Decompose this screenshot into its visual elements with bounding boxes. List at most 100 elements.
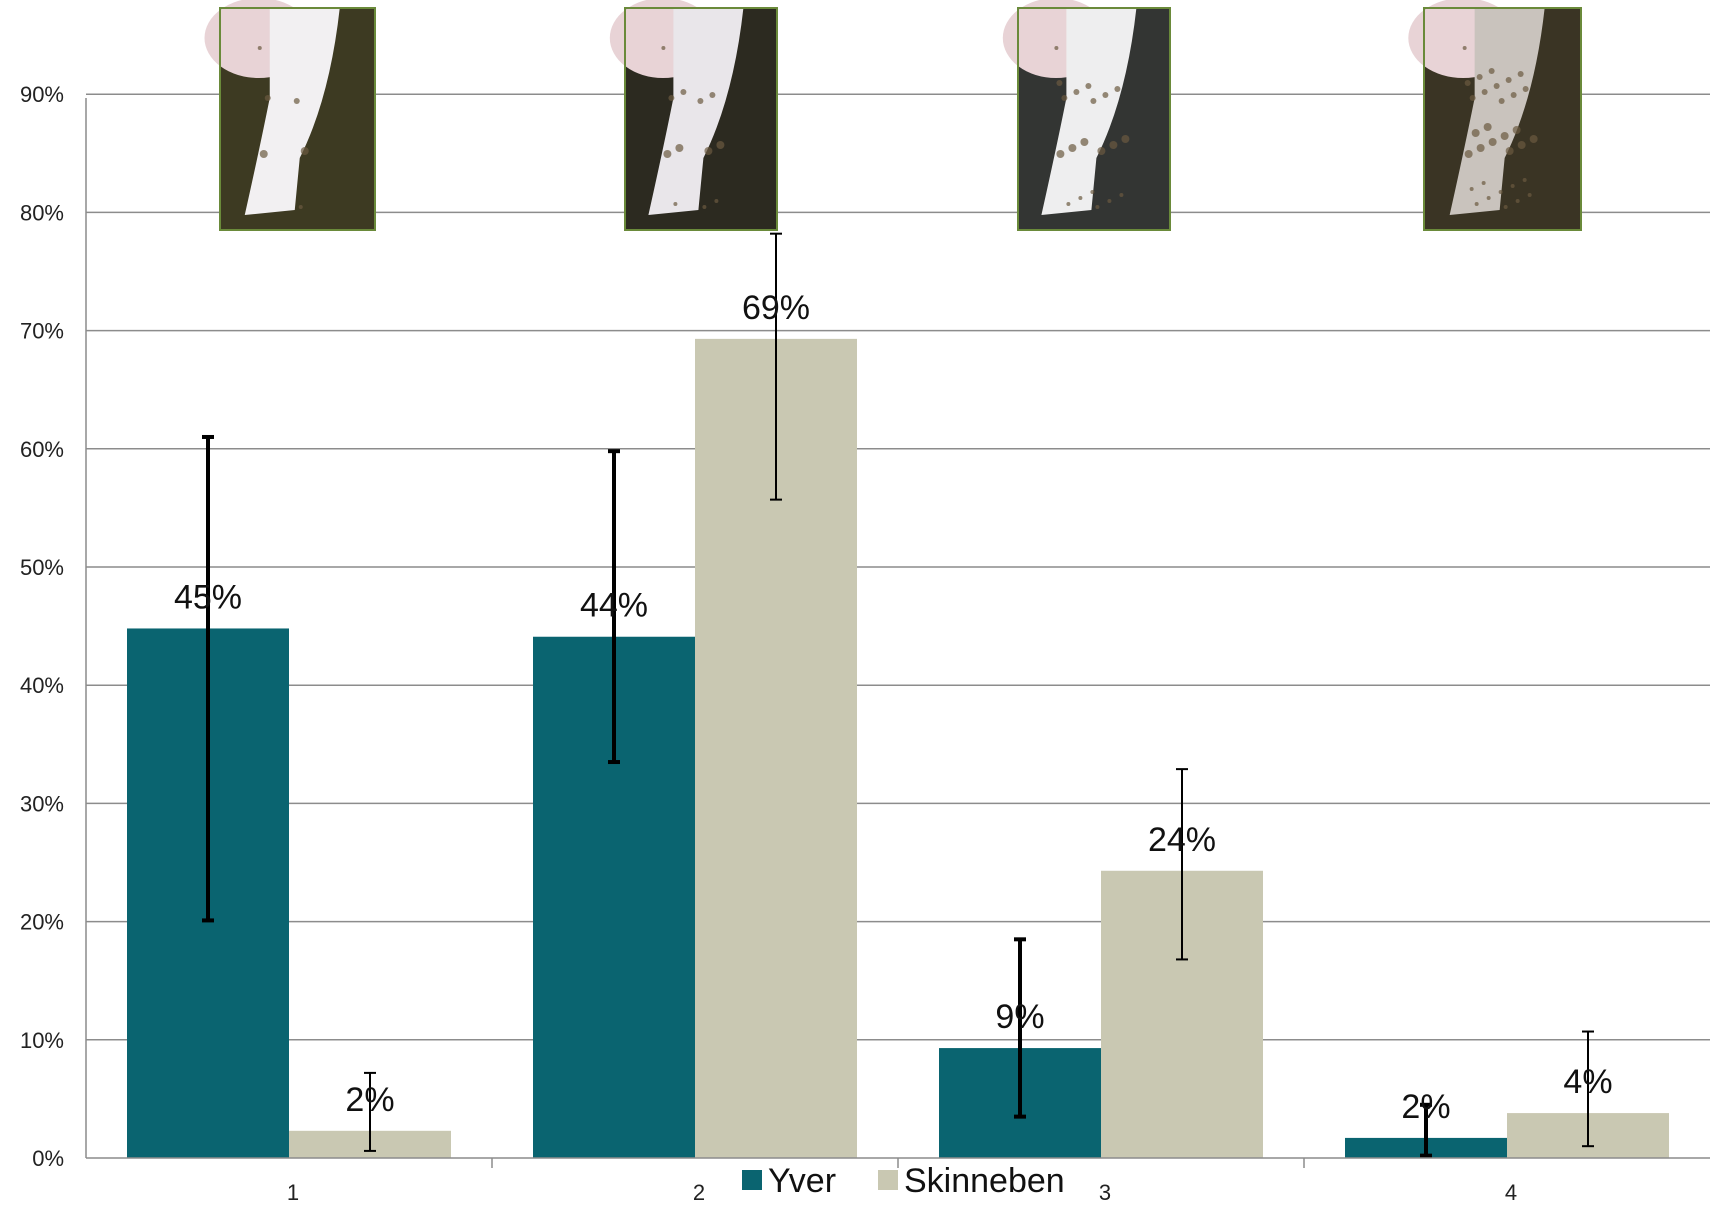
dirt-speck xyxy=(1097,147,1106,155)
dirt-speck xyxy=(663,150,672,158)
gridlines xyxy=(86,93,1710,1041)
y-tick-label: 50% xyxy=(20,555,64,580)
dirt-speck xyxy=(675,144,684,152)
data-label-yver-3: 9% xyxy=(995,998,1044,1036)
cow-leg-very-dirty-photo xyxy=(1408,0,1582,231)
dirt-speck xyxy=(293,98,300,104)
data-label-skinneben-3: 24% xyxy=(1148,821,1216,859)
cow-leg-slightly-dirty-photo xyxy=(609,0,778,231)
dirt-speck xyxy=(1471,129,1480,137)
leg-shape xyxy=(1449,8,1545,215)
cow-leg-dirty-photo xyxy=(1002,0,1171,231)
dirt-speck xyxy=(714,199,719,203)
data-label-yver-1: 45% xyxy=(174,578,242,616)
data-label-yver-2: 44% xyxy=(580,587,648,625)
dirt-speck xyxy=(1527,193,1532,197)
cow-leg-clean-photo xyxy=(204,0,376,231)
dirt-speck xyxy=(1529,135,1538,143)
dirt-speck xyxy=(1080,138,1089,146)
dirt-speck xyxy=(1483,123,1492,131)
dirt-speck xyxy=(1474,202,1479,206)
dirt-speck xyxy=(1476,74,1483,80)
dirt-speck xyxy=(1068,144,1077,152)
dirt-speck xyxy=(1121,135,1130,143)
dirt-speck xyxy=(259,150,268,158)
dirt-speck xyxy=(1066,202,1071,206)
dirt-speck xyxy=(1078,196,1083,200)
legend[interactable]: Yver Skinneben xyxy=(742,1162,1065,1200)
dirt-speck xyxy=(1056,150,1065,158)
dirt-speck xyxy=(1107,199,1112,203)
dirt-speck xyxy=(1464,80,1471,86)
dirt-speck xyxy=(1522,86,1529,92)
dirt-speck xyxy=(1469,187,1474,191)
dirt-speck xyxy=(1090,190,1095,194)
dirt-speck xyxy=(1505,147,1514,155)
dirt-speck xyxy=(702,205,707,209)
data-label-skinneben-4: 4% xyxy=(1563,1063,1612,1101)
y-tick-label: 10% xyxy=(20,1028,64,1053)
dirt-speck xyxy=(1481,181,1486,185)
dirt-speck xyxy=(1464,150,1473,158)
dirt-speck xyxy=(1476,144,1485,152)
dirt-speck xyxy=(668,95,675,101)
dirt-speck xyxy=(1488,68,1495,74)
dirt-speck xyxy=(298,205,303,209)
dirt-speck xyxy=(257,46,262,50)
dirt-speck xyxy=(1056,80,1063,86)
data-label-yver-4: 2% xyxy=(1401,1088,1450,1126)
photo-frame xyxy=(1017,7,1171,231)
data-label-skinneben-1: 2% xyxy=(345,1081,394,1119)
y-tick-label: 0% xyxy=(32,1146,64,1171)
legend-swatch-yver xyxy=(742,1170,762,1190)
dirt-speck xyxy=(1515,199,1520,203)
dirt-speck xyxy=(1510,92,1517,98)
dirt-speck xyxy=(1469,95,1476,101)
data-label-skinneben-2: 69% xyxy=(742,289,810,327)
x-tick-label: 2 xyxy=(693,1180,705,1205)
photo-frame xyxy=(624,7,778,231)
photo-frame xyxy=(219,7,376,231)
dirt-speck xyxy=(1500,132,1509,140)
dirt-speck xyxy=(673,202,678,206)
dirt-speck xyxy=(1095,205,1100,209)
legend-swatch-skinneben xyxy=(878,1170,898,1190)
dirt-speck xyxy=(1109,141,1118,149)
dirt-speck xyxy=(1085,83,1092,89)
dirt-speck xyxy=(1505,77,1512,83)
dirt-speck xyxy=(661,46,666,50)
dirt-speck xyxy=(1498,190,1503,194)
data-labels: 45% 2% 44% 69% 9% 24% 2% 4% xyxy=(174,289,1613,1126)
dirt-speck xyxy=(709,92,716,98)
x-tick-label: 3 xyxy=(1099,1180,1111,1205)
dirt-speck xyxy=(1114,86,1121,92)
y-tick-label: 60% xyxy=(20,437,64,462)
leg-shape xyxy=(244,8,340,215)
y-tick-label: 70% xyxy=(20,319,64,344)
dirt-speck xyxy=(1498,98,1505,104)
dirt-speck xyxy=(1512,126,1521,134)
y-tick-label: 20% xyxy=(20,910,64,935)
photo-frame xyxy=(1423,7,1582,231)
dirt-speck xyxy=(1054,46,1059,50)
bars xyxy=(127,338,1669,1158)
error-bars xyxy=(202,232,1594,1158)
y-tick-label: 30% xyxy=(20,791,64,816)
dirt-speck xyxy=(1073,89,1080,95)
legend-label-yver: Yver xyxy=(768,1162,836,1200)
x-tick-label: 4 xyxy=(1505,1180,1517,1205)
dirt-speck xyxy=(300,147,309,155)
dirt-speck xyxy=(680,89,687,95)
dirt-speck xyxy=(1102,92,1109,98)
y-tick-label: 80% xyxy=(20,200,64,225)
dirt-speck xyxy=(1522,178,1527,182)
y-tick-label: 40% xyxy=(20,673,64,698)
dirt-speck xyxy=(1486,196,1491,200)
dirt-speck xyxy=(704,147,713,155)
dirt-speck xyxy=(697,98,704,104)
dirt-speck xyxy=(1517,71,1524,77)
y-axis-tick-labels: 0% 10% 20% 30% 40% 50% 60% 70% 80% 90% xyxy=(20,82,64,1171)
dirt-speck xyxy=(716,141,725,149)
x-axis: 1 2 3 4 xyxy=(85,98,1710,1205)
